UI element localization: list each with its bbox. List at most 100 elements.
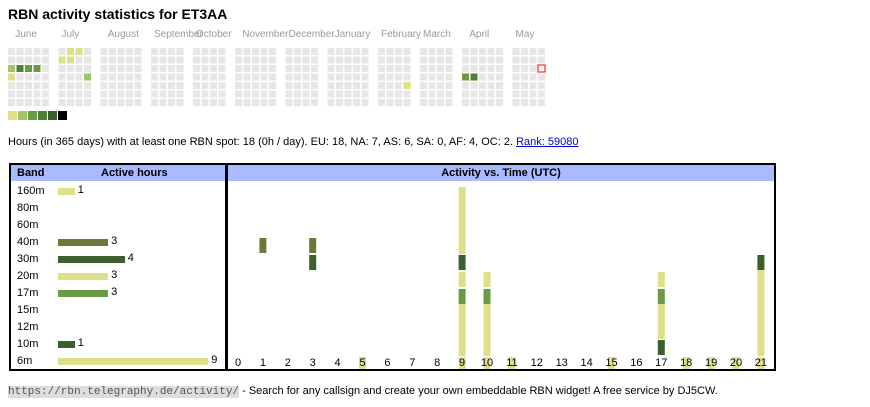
- heatmap-cell: [201, 90, 209, 98]
- activity-bar-h3-40m: [309, 238, 317, 253]
- heatmap-cell: [344, 99, 352, 106]
- legend-swatch: [48, 111, 57, 120]
- heatmap-cell: [353, 56, 360, 64]
- heatmap-cell: [361, 56, 369, 64]
- heatmap-cell: [302, 90, 310, 98]
- heatmap-cell: [487, 73, 495, 81]
- heatmap-cell: [521, 65, 528, 72]
- heatmap-cell: [151, 65, 158, 72]
- heatmap-cell: [134, 48, 142, 55]
- heatmap-cell: [117, 73, 125, 81]
- band-name: 15m: [17, 304, 39, 316]
- month-label: September: [154, 29, 203, 40]
- heatmap-cell: [361, 65, 369, 72]
- heatmap-cell: [437, 56, 444, 64]
- activity-bar-h1-40m: [259, 238, 267, 253]
- heatmap-cell: [538, 73, 545, 81]
- month-label: January: [334, 29, 371, 40]
- activity-bar-h17-20m: [657, 272, 665, 287]
- hours-column-header: Active hours: [101, 167, 168, 179]
- activity-bar-fill-h21: [757, 304, 765, 322]
- heatmap-cell: [243, 90, 251, 98]
- heatmap-cell: [126, 99, 133, 106]
- heatmap-cell: [327, 90, 335, 98]
- heatmap-cell: [58, 90, 66, 98]
- heatmap-cell: [218, 48, 226, 55]
- hour-tick-label: 10: [481, 357, 493, 369]
- heatmap-today-cell: [537, 64, 546, 73]
- heatmap-cell: [462, 90, 469, 98]
- heatmap-cell: [529, 73, 537, 81]
- heatmap-cell: [84, 73, 91, 81]
- month-label: December: [288, 29, 335, 40]
- heatmap-cell: [8, 65, 15, 72]
- heatmap-cell: [67, 73, 74, 81]
- heatmap-cell: [16, 99, 24, 106]
- heatmap-cell: [8, 48, 15, 55]
- heatmap-cell: [210, 82, 217, 89]
- heatmap-cell: [58, 48, 66, 55]
- heatmap-cell: [479, 73, 486, 81]
- heatmap-cell: [529, 90, 537, 98]
- heatmap-cell: [67, 90, 74, 98]
- heatmap-cell: [42, 73, 49, 81]
- heatmap-cell: [159, 99, 167, 106]
- heatmap-cell: [151, 48, 158, 55]
- heatmap-cell: [75, 82, 83, 89]
- heatmap-cell: [462, 48, 469, 55]
- heatmap-cell: [260, 48, 268, 55]
- activity-bar-fill-h21: [757, 321, 765, 339]
- heatmap-cell: [100, 65, 108, 72]
- activity-bar-fill-h9: [458, 338, 466, 356]
- month-label: November: [242, 29, 289, 40]
- heatmap-cell: [361, 82, 369, 89]
- heatmap-cell: [445, 48, 453, 55]
- heatmap-cell: [487, 82, 495, 89]
- heatmap-cell: [311, 48, 318, 55]
- activity-bar-fill-h10: [483, 321, 491, 339]
- heatmap-cell: [470, 56, 478, 64]
- heatmap-cell: [344, 65, 352, 72]
- heatmap-cell: [260, 99, 268, 106]
- heatmap-cell: [25, 73, 32, 81]
- heatmap-cell: [285, 73, 293, 81]
- heatmap-cell: [235, 90, 242, 98]
- heatmap-cell: [269, 65, 276, 72]
- band-hours-bar: [58, 290, 109, 297]
- legend-swatch: [18, 111, 27, 120]
- heatmap-cell: [235, 99, 242, 106]
- footer-url[interactable]: https://rbn.telegraphy.de/activity/: [8, 386, 240, 398]
- band-hours-count: 3: [111, 235, 118, 247]
- band-hours-count: 1: [77, 337, 84, 349]
- hour-tick-label: 20: [730, 357, 742, 369]
- rank-link[interactable]: Rank: 59080: [516, 136, 579, 148]
- heatmap-cell: [521, 56, 528, 64]
- heatmap-cell: [361, 90, 369, 98]
- heatmap-cell: [496, 73, 503, 81]
- heatmap-cell: [260, 73, 268, 81]
- band-hours-count: 1: [77, 184, 84, 196]
- heatmap-cell: [126, 56, 133, 64]
- heatmap-cell: [311, 90, 318, 98]
- heatmap-cell: [67, 82, 74, 89]
- activity-bar-h9-17m: [458, 289, 466, 304]
- summary-text: Hours (in 365 days) with at least one RB…: [8, 136, 514, 148]
- activity-bar-fill-h9: [458, 321, 466, 339]
- heatmap-cell: [378, 56, 385, 64]
- hour-tick-label: 1: [260, 357, 266, 369]
- heatmap-cell: [479, 90, 486, 98]
- hour-tick-label: 5: [359, 357, 365, 369]
- heatmap-cell: [496, 82, 503, 89]
- heatmap-cell: [327, 73, 335, 81]
- hour-tick-label: 16: [630, 357, 642, 369]
- heatmap-cell: [311, 99, 318, 106]
- heatmap-cell: [344, 90, 352, 98]
- heatmap-cell: [8, 99, 15, 106]
- heatmap-cell: [58, 56, 66, 64]
- heatmap-cell: [134, 65, 142, 72]
- heatmap-cell: [25, 99, 32, 106]
- heatmap-cell: [117, 90, 125, 98]
- heatmap-cell: [496, 99, 503, 106]
- heatmap-cell: [462, 82, 469, 89]
- month-label: May: [515, 29, 535, 40]
